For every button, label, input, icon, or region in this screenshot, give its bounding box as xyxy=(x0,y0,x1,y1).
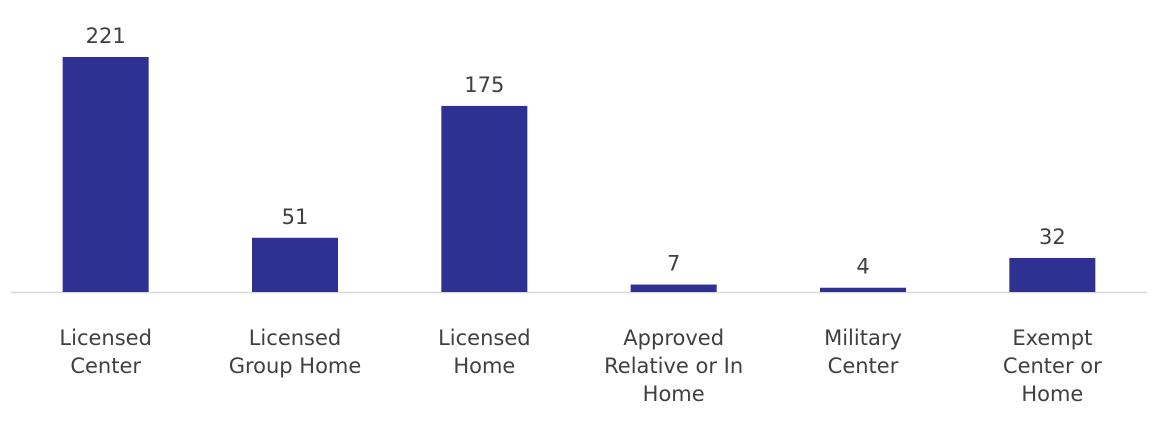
data-label: 32 xyxy=(1039,225,1066,249)
data-label: 175 xyxy=(464,73,504,97)
bar xyxy=(630,284,717,292)
x-tick-label: Military Center xyxy=(824,326,902,378)
x-tick-label: Licensed Home xyxy=(438,326,531,378)
x-tick-label: Approved Relative or In Home xyxy=(604,326,743,406)
data-label: 221 xyxy=(86,24,126,48)
x-tick-label: Exempt Center or Home xyxy=(1003,326,1102,406)
bar xyxy=(1009,257,1096,292)
data-label: 51 xyxy=(282,205,309,229)
x-tick-label: Licensed Group Home xyxy=(229,326,362,378)
bar xyxy=(252,237,338,292)
bar xyxy=(441,105,528,292)
bar xyxy=(820,287,906,292)
bar xyxy=(62,57,149,292)
data-label: 7 xyxy=(667,252,680,276)
x-tick-label: Licensed Center xyxy=(59,326,152,378)
data-label: 4 xyxy=(856,255,869,279)
